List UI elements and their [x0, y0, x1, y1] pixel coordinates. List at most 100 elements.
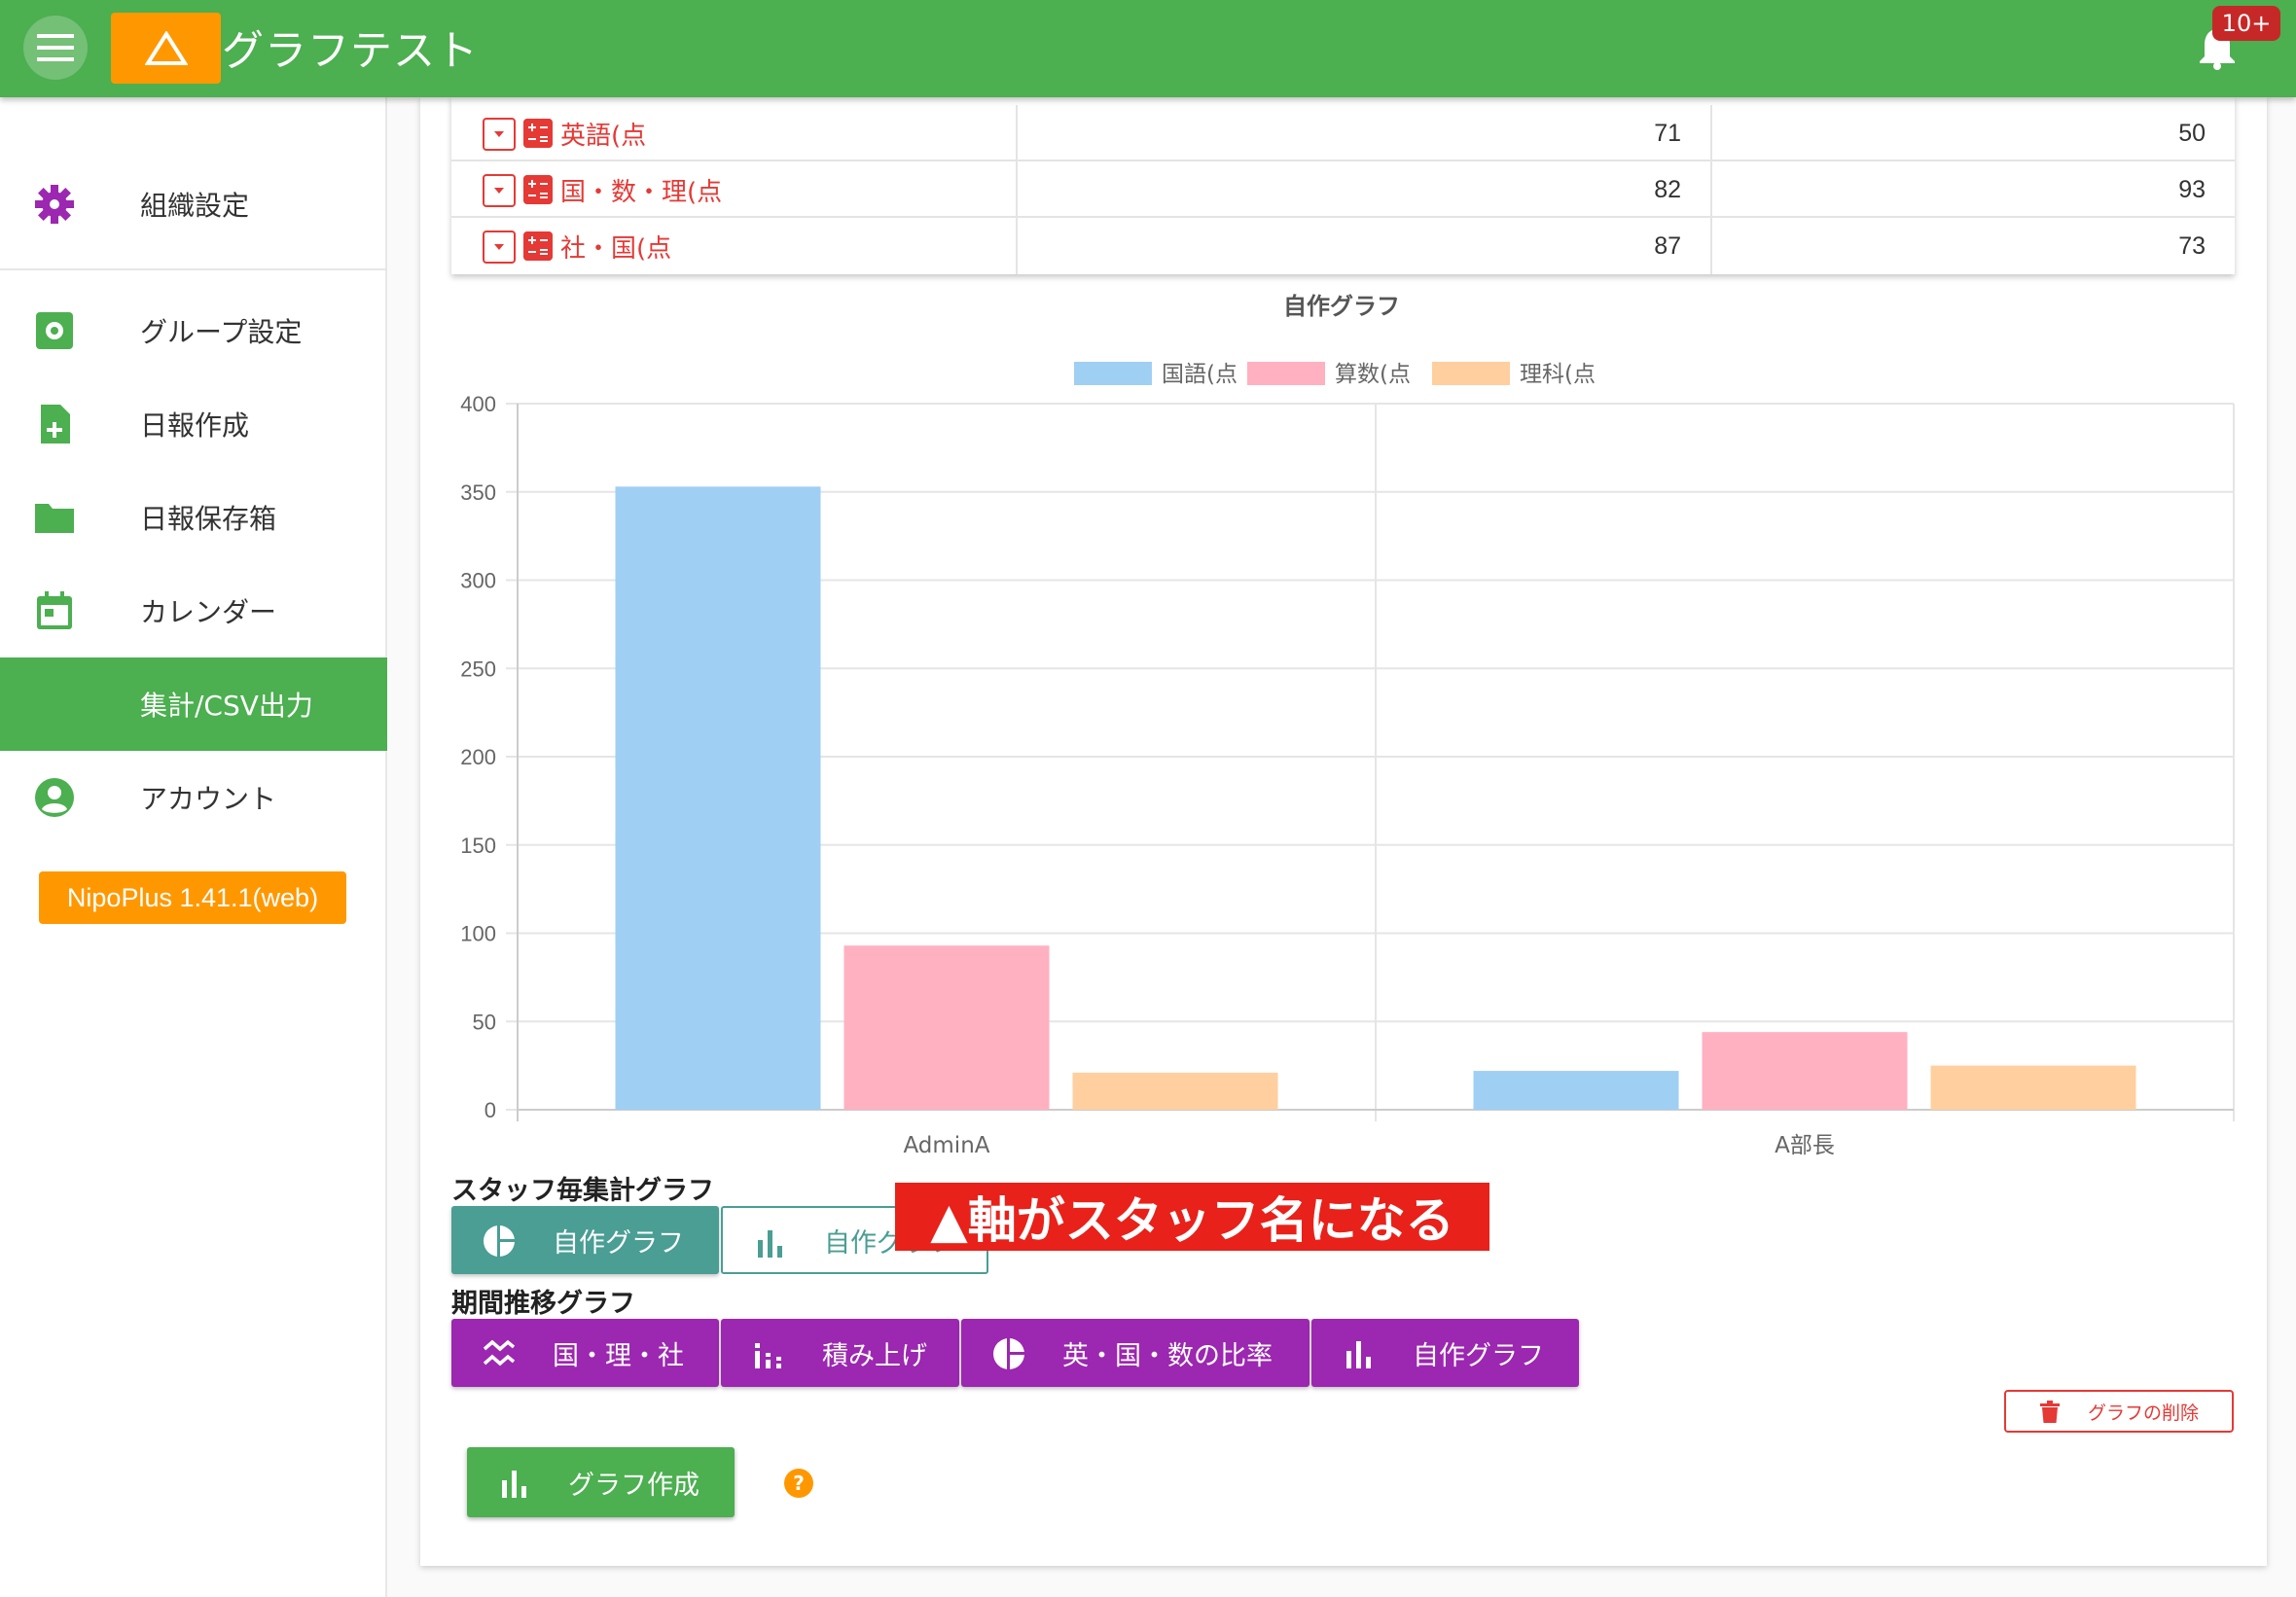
caret-down-icon: [494, 131, 504, 137]
bar: [1072, 1072, 1278, 1110]
bar-chart-icon: [758, 1230, 782, 1258]
period-ratio-pie-button[interactable]: 英・国・数の比率: [961, 1319, 1309, 1387]
bar: [1473, 1071, 1679, 1110]
table-row: 国・数・理(点 82 93: [451, 161, 2235, 218]
staff-section-label: スタッフ毎集計グラフ: [451, 1176, 714, 1206]
x-tick-label: AdminA: [903, 1133, 989, 1158]
row-name-cell: 国・数・理(点: [451, 161, 1018, 218]
folder-icon: [35, 504, 74, 533]
bar-chart-icon: [502, 1471, 526, 1498]
caret-down-icon: [494, 188, 504, 194]
account-icon: [35, 778, 74, 817]
stacked-bar-icon: [755, 1343, 781, 1368]
staff-custom-pie-button[interactable]: 自作グラフ: [451, 1206, 719, 1274]
sidebar-item-label: 組織設定: [140, 190, 250, 222]
hamburger-menu-button[interactable]: [23, 16, 88, 80]
sidebar-item-account[interactable]: アカウント: [0, 751, 387, 844]
notification-badge: 10+: [2212, 6, 2280, 41]
sidebar-item-label: 日報作成: [140, 409, 250, 442]
row-dropdown-button[interactable]: [483, 231, 516, 264]
line-chart-icon: [483, 1339, 516, 1366]
button-label: グラフの削除: [2088, 1402, 2200, 1424]
create-graph-button[interactable]: グラフ作成: [467, 1447, 735, 1517]
sidebar-item-report-archive[interactable]: 日報保存箱: [0, 471, 387, 564]
aggregate-table: 英語(点 71 50 国・数・理(点 82 93: [451, 97, 2235, 274]
value-cell: 71: [1018, 105, 1712, 161]
button-label: 英・国・数の比率: [1062, 1340, 1273, 1371]
bar: [843, 945, 1050, 1110]
y-tick-label: 50: [473, 1010, 496, 1034]
delete-graph-button[interactable]: グラフの削除: [2004, 1390, 2234, 1433]
period-custom-bar-button[interactable]: 自作グラフ: [1311, 1319, 1579, 1387]
legend-swatch: [1074, 362, 1152, 385]
gear-icon: [35, 185, 74, 224]
table-row: 社・国(点 87 73: [451, 218, 2235, 274]
bar: [1930, 1065, 2136, 1110]
app-header: グラフテスト 10+: [0, 0, 2296, 97]
sidebar-item-create-report[interactable]: 日報作成: [0, 377, 387, 471]
calculator-icon: [523, 231, 553, 261]
y-tick-label: 250: [460, 657, 496, 681]
x-tick-label: A部長: [1775, 1133, 1835, 1158]
help-icon[interactable]: ?: [784, 1469, 813, 1498]
value-cell: 93: [2178, 175, 2206, 203]
bar: [615, 486, 821, 1110]
gear-box-icon: [36, 312, 73, 349]
sidebar-item-label: アカウント: [140, 783, 277, 815]
row-label: 英語(点: [560, 121, 647, 151]
button-label: 国・理・社: [553, 1340, 684, 1371]
button-label: 自作グラフ: [1413, 1340, 1544, 1371]
y-tick-label: 100: [460, 922, 496, 946]
pie-chart-icon: [993, 1337, 1025, 1370]
row-name-cell: 英語(点: [451, 105, 1018, 161]
y-tick-label: 0: [484, 1098, 496, 1122]
trash-icon: [2040, 1401, 2060, 1423]
caret-down-icon: [494, 244, 504, 250]
y-tick-label: 200: [460, 745, 496, 769]
legend-label: 算数(点: [1335, 362, 1411, 387]
period-line-chart-button[interactable]: 国・理・社: [451, 1319, 719, 1387]
chart-title: 自作グラフ: [1283, 293, 1400, 320]
annotation-banner: ▲軸がスタッフ名になる: [895, 1183, 1489, 1251]
sidebar-item-aggregate-csv[interactable]: 集計/CSV出力: [0, 657, 387, 751]
sidebar-item-label: 日報保存箱: [140, 503, 277, 535]
y-tick-label: 150: [460, 834, 496, 858]
legend-label: 理科(点: [1520, 362, 1596, 387]
row-label: 社・国(点: [560, 233, 672, 264]
bar-chart-icon: [1346, 1341, 1371, 1368]
version-badge: NipoPlus 1.41.1(web): [39, 871, 346, 924]
app-title: グラフテスト: [222, 27, 479, 76]
sidebar: 組織設定 グループ設定 日報作成 日報保存箱 カレンダー: [0, 97, 387, 1597]
legend-swatch: [1432, 362, 1510, 385]
value-cell: 73: [2178, 231, 2206, 260]
value-cell: 82: [1018, 161, 1712, 218]
triangle-logo-icon: [144, 30, 188, 65]
value-cell: 87: [1018, 218, 1712, 274]
y-tick-label: 400: [460, 392, 496, 416]
period-section-label: 期間推移グラフ: [451, 1289, 635, 1319]
button-label: 積み上げ: [822, 1340, 927, 1371]
file-plus-icon: [41, 405, 70, 444]
app-logo[interactable]: [111, 13, 221, 84]
sidebar-item-label: カレンダー: [140, 596, 277, 628]
sidebar-item-label: グループ設定: [140, 316, 303, 348]
calculator-icon: [523, 175, 553, 204]
row-label: 国・数・理(点: [560, 177, 723, 207]
row-dropdown-button[interactable]: [483, 174, 516, 207]
sidebar-item-label: 集計/CSV出力: [140, 690, 313, 722]
period-stacked-button[interactable]: 積み上げ: [721, 1319, 959, 1387]
legend-swatch: [1247, 362, 1325, 385]
sidebar-item-organization-settings[interactable]: 組織設定: [0, 158, 387, 251]
sidebar-divider: [0, 268, 387, 270]
value-cell: 50: [2178, 119, 2206, 147]
sidebar-item-group-settings[interactable]: グループ設定: [0, 284, 387, 377]
pie-chart-icon: [484, 1224, 516, 1258]
bar: [1702, 1032, 1908, 1110]
sidebar-item-calendar[interactable]: カレンダー: [0, 564, 387, 657]
table-row: 英語(点 71 50: [451, 105, 2235, 161]
calculator-icon: [523, 119, 553, 148]
legend-label: 国語(点: [1162, 362, 1238, 387]
row-dropdown-button[interactable]: [483, 118, 516, 151]
button-label: 自作グラフ: [553, 1227, 684, 1259]
